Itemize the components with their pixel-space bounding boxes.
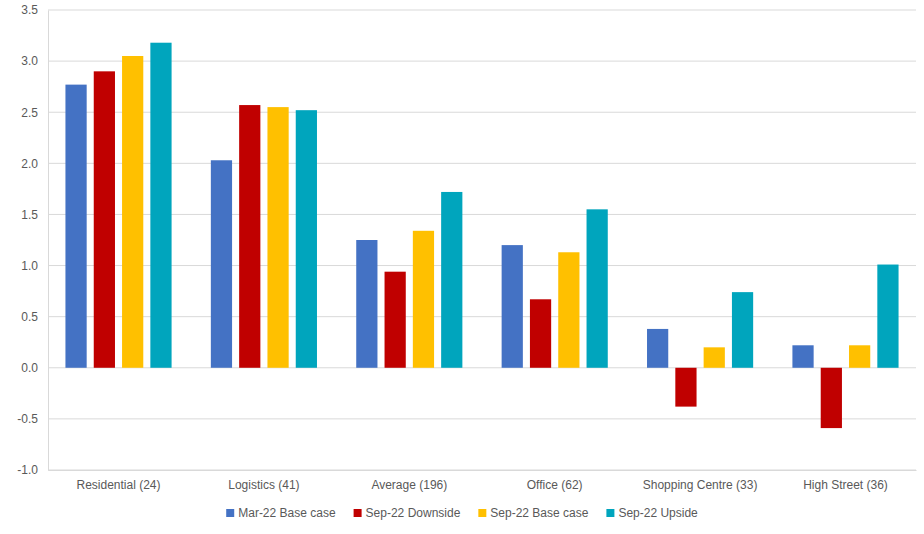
- bar: [413, 231, 434, 368]
- legend-label: Sep-22 Downside: [366, 506, 461, 520]
- x-tick-label: High Street (36): [803, 478, 888, 492]
- x-tick-label: Office (62): [527, 478, 583, 492]
- grid-line: [48, 418, 916, 419]
- y-tick-label: -0.5: [17, 412, 38, 426]
- grid-line: [48, 112, 916, 113]
- bar: [647, 329, 668, 368]
- series: [150, 43, 898, 368]
- bar: [877, 265, 898, 368]
- y-tick: 1.0: [21, 259, 48, 273]
- x-tick: Logistics (41): [228, 470, 299, 492]
- grid-line: [48, 367, 916, 368]
- legend: Mar-22 Base case Sep-22 Downside Sep-22 Ba…: [226, 506, 698, 520]
- bar: [792, 345, 813, 367]
- bar: [675, 368, 696, 407]
- x-tick: Average (196): [371, 470, 447, 492]
- grid-line: [48, 316, 916, 317]
- bar: [356, 240, 377, 368]
- y-tick-label: 2.0: [21, 157, 38, 171]
- series: [94, 71, 842, 428]
- y-tick-label: 0.0: [21, 361, 38, 375]
- bar: [558, 252, 579, 368]
- plot: -1.0 -0.5 0.0 0.5 1.0 1.5 2.0 2.5 3.0 3.5 Resident…: [17, 3, 916, 491]
- grid-line: [48, 10, 916, 11]
- y-tick: 2.0: [21, 157, 48, 171]
- y-tick-label: -1.0: [17, 463, 38, 477]
- bar: [502, 245, 523, 368]
- bar: [441, 192, 462, 368]
- y-tick-label: 1.0: [21, 259, 38, 273]
- chart: -1.0 -0.5 0.0 0.5 1.0 1.5 2.0 2.5 3.0 3.5 Resident…: [0, 0, 924, 534]
- bar: [211, 160, 232, 368]
- x-tick: Residential (24): [76, 470, 160, 492]
- bar: [267, 107, 288, 368]
- grid: [48, 10, 916, 470]
- bar: [849, 345, 870, 367]
- y-tick: 3.5: [21, 3, 48, 17]
- series: [65, 85, 813, 368]
- series: [122, 56, 870, 368]
- grid-line: [48, 470, 916, 471]
- legend-label: Mar-22 Base case: [238, 506, 336, 520]
- y-axis: -1.0 -0.5 0.0 0.5 1.0 1.5 2.0 2.5 3.0 3.5: [17, 3, 48, 477]
- legend-swatch: [226, 509, 234, 517]
- legend-swatch: [478, 509, 486, 517]
- legend-item: Sep-22 Base case: [478, 506, 588, 520]
- y-tick: -1.0: [17, 463, 48, 477]
- bar: [704, 347, 725, 367]
- bar: [732, 292, 753, 368]
- bar: [385, 272, 406, 368]
- x-tick-label: Shopping Centre (33): [643, 478, 758, 492]
- x-tick-label: Average (196): [371, 478, 447, 492]
- bar: [239, 105, 260, 368]
- x-tick: Office (62): [527, 470, 583, 492]
- grid-line: [48, 265, 916, 266]
- x-tick: Shopping Centre (33): [643, 470, 758, 492]
- x-axis-line: [49, 470, 917, 471]
- bar: [296, 110, 317, 368]
- legend-label: Sep-22 Base case: [490, 506, 588, 520]
- y-tick: 1.5: [21, 208, 48, 222]
- bars: [65, 43, 898, 428]
- legend-label: Sep-22 Upside: [618, 506, 698, 520]
- y-tick-label: 2.5: [21, 106, 38, 120]
- y-tick-label: 1.5: [21, 208, 38, 222]
- legend-item: Sep-22 Downside: [354, 506, 461, 520]
- y-tick-label: 0.5: [21, 310, 38, 324]
- y-axis-line: [48, 11, 49, 471]
- y-tick: -0.5: [17, 412, 48, 426]
- bar: [65, 85, 86, 368]
- y-tick: 0.0: [21, 361, 48, 375]
- x-tick-label: Logistics (41): [228, 478, 299, 492]
- bar: [821, 368, 842, 428]
- legend-item: Sep-22 Upside: [606, 506, 698, 520]
- grid-line: [48, 214, 916, 215]
- y-tick: 0.5: [21, 310, 48, 324]
- bar: [94, 71, 115, 367]
- y-tick: 2.5: [21, 106, 48, 120]
- legend-swatch: [606, 509, 614, 517]
- x-tick-label: Residential (24): [76, 478, 160, 492]
- y-tick: 3.0: [21, 54, 48, 68]
- bar: [530, 299, 551, 367]
- y-tick-label: 3.0: [21, 54, 38, 68]
- x-tick: High Street (36): [803, 470, 888, 492]
- bar: [122, 56, 143, 368]
- y-tick-label: 3.5: [21, 3, 38, 17]
- legend-swatch: [354, 509, 362, 517]
- bar: [150, 43, 171, 368]
- bar: [587, 209, 608, 367]
- x-axis: Residential (24) Logistics (41) Average (1…: [49, 470, 917, 492]
- grid-line: [48, 163, 916, 164]
- grid-line: [48, 61, 916, 62]
- legend-item: Mar-22 Base case: [226, 506, 336, 520]
